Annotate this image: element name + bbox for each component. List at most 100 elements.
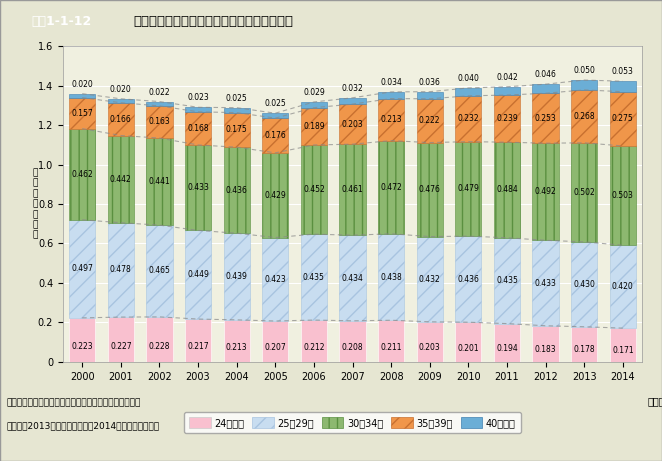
Text: 0.166: 0.166 — [110, 115, 132, 124]
Bar — [494, 238, 520, 324]
Bar — [146, 106, 173, 138]
Bar — [378, 234, 404, 320]
Text: 0.439: 0.439 — [226, 272, 248, 281]
Text: 0.441: 0.441 — [148, 177, 170, 186]
Text: 0.268: 0.268 — [573, 112, 595, 121]
Text: 0.503: 0.503 — [612, 191, 634, 200]
Text: 0.213: 0.213 — [381, 115, 402, 124]
Text: 0.211: 0.211 — [381, 343, 402, 352]
Bar — [262, 118, 289, 153]
Text: 0.223: 0.223 — [71, 342, 93, 351]
Text: 資料：厚生労働省大臣官房統計情報部「人口動態統計」: 資料：厚生労働省大臣官房統計情報部「人口動態統計」 — [7, 399, 141, 408]
Text: 図表1-1-12: 図表1-1-12 — [31, 15, 91, 29]
Bar — [146, 138, 173, 225]
Bar — [532, 240, 559, 326]
Bar — [455, 96, 481, 142]
Bar — [224, 320, 250, 362]
Bar — [494, 95, 520, 142]
Bar — [494, 87, 520, 95]
Bar — [301, 108, 327, 145]
Bar — [108, 99, 134, 103]
Bar — [262, 113, 289, 118]
Text: 0.176: 0.176 — [264, 131, 286, 140]
Text: 0.036: 0.036 — [419, 78, 441, 87]
Bar — [224, 108, 250, 112]
Text: 0.168: 0.168 — [187, 124, 209, 133]
Text: 0.433: 0.433 — [187, 183, 209, 192]
Text: 0.465: 0.465 — [148, 266, 170, 276]
Bar — [340, 104, 365, 144]
Bar — [340, 98, 365, 104]
Bar — [416, 142, 443, 236]
Text: 0.435: 0.435 — [496, 276, 518, 285]
Bar — [108, 136, 134, 223]
Bar — [340, 321, 365, 362]
Bar — [262, 321, 289, 362]
Bar — [610, 146, 636, 245]
Text: （注）　2013年までは確定数、2014年は概数である。: （注） 2013年までは確定数、2014年は概数である。 — [7, 422, 160, 431]
Bar — [146, 101, 173, 106]
Bar — [610, 81, 636, 92]
Bar — [69, 94, 95, 98]
Bar — [416, 99, 443, 142]
Text: 0.436: 0.436 — [457, 275, 479, 284]
Text: 0.478: 0.478 — [110, 266, 132, 274]
Bar — [301, 320, 327, 362]
Bar — [494, 324, 520, 362]
Text: 0.429: 0.429 — [264, 191, 286, 200]
Text: 0.175: 0.175 — [226, 125, 248, 135]
Text: 0.472: 0.472 — [380, 183, 402, 192]
Bar — [610, 92, 636, 146]
Text: 0.484: 0.484 — [496, 185, 518, 195]
Bar — [185, 112, 211, 145]
Bar — [455, 236, 481, 322]
Text: 0.025: 0.025 — [226, 94, 248, 103]
Text: 0.157: 0.157 — [71, 109, 93, 118]
Bar — [455, 322, 481, 362]
Bar — [108, 223, 134, 317]
Bar — [69, 318, 95, 362]
Legend: 24歳以下, 25～29歳, 30～34歳, 35～39歳, 40歳以上: 24歳以下, 25～29歳, 30～34歳, 35～39歳, 40歳以上 — [184, 413, 521, 433]
Text: 0.163: 0.163 — [148, 118, 170, 126]
Bar — [378, 92, 404, 99]
Bar — [532, 143, 559, 240]
Bar — [378, 141, 404, 234]
Text: 0.032: 0.032 — [342, 84, 363, 93]
Text: 0.502: 0.502 — [573, 188, 595, 197]
Text: 0.435: 0.435 — [303, 272, 325, 282]
Text: 0.023: 0.023 — [187, 93, 209, 102]
Text: 0.436: 0.436 — [226, 186, 248, 195]
Text: 0.203: 0.203 — [342, 120, 363, 129]
Text: 0.420: 0.420 — [612, 282, 634, 291]
Text: 0.020: 0.020 — [71, 80, 93, 89]
Text: 0.275: 0.275 — [612, 114, 634, 124]
Text: 0.189: 0.189 — [303, 122, 324, 131]
Bar — [185, 319, 211, 362]
Text: 0.430: 0.430 — [573, 280, 595, 289]
Bar — [185, 145, 211, 230]
Bar — [262, 237, 289, 321]
Text: 0.492: 0.492 — [535, 187, 557, 196]
Text: 0.432: 0.432 — [419, 275, 441, 284]
Bar — [416, 236, 443, 322]
Text: 0.034: 0.034 — [380, 78, 402, 87]
Bar — [340, 144, 365, 235]
Text: 0.222: 0.222 — [419, 116, 440, 125]
Text: （年）: （年） — [648, 396, 662, 407]
Bar — [610, 328, 636, 362]
Bar — [69, 220, 95, 318]
Text: 0.213: 0.213 — [226, 343, 248, 352]
Bar — [224, 233, 250, 320]
Text: 0.497: 0.497 — [71, 264, 93, 273]
Bar — [108, 317, 134, 362]
Text: 0.461: 0.461 — [342, 185, 363, 194]
Text: 0.217: 0.217 — [187, 343, 209, 351]
Text: 0.433: 0.433 — [535, 278, 557, 288]
Bar — [301, 234, 327, 320]
Text: 0.434: 0.434 — [342, 273, 363, 283]
Bar — [108, 103, 134, 136]
Text: 0.050: 0.050 — [573, 66, 595, 75]
Bar — [571, 327, 597, 362]
Bar — [146, 225, 173, 317]
Text: 0.046: 0.046 — [535, 70, 557, 79]
